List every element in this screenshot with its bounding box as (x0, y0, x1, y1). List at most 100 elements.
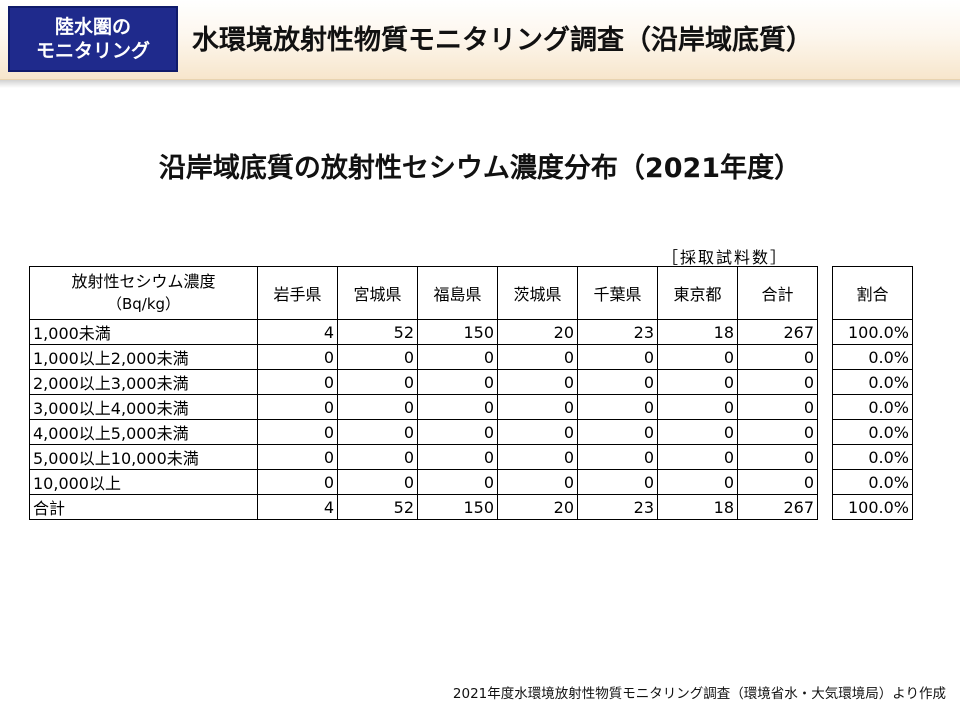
row-label: 5,000以上10,000未満 (29, 444, 258, 470)
table-cell: 0 (257, 344, 338, 370)
table-row: 10,000以上 0 0 0 0 0 0 0 0.0% (29, 469, 913, 495)
badge-line-2: モニタリング (35, 40, 150, 62)
table-cell: 23 (577, 494, 658, 520)
table-cell: 150 (417, 494, 498, 520)
column-header: 茨城県 (497, 266, 578, 320)
table-cell: 0 (337, 444, 418, 470)
column-header: 福島県 (417, 266, 498, 320)
table-cell: 0 (577, 394, 658, 420)
row-label: 2,000以上3,000未満 (29, 369, 258, 395)
row-label: 1,000以上2,000未満 (29, 344, 258, 370)
table-cell: 0 (577, 469, 658, 495)
table-cell: 0 (337, 369, 418, 395)
column-header: 岩手県 (257, 266, 338, 320)
table-cell: 0 (657, 344, 738, 370)
table-cell: 18 (657, 494, 738, 520)
table-cell: 0 (257, 369, 338, 395)
column-gap (817, 319, 833, 345)
table-cell: 0 (577, 444, 658, 470)
row-label: 10,000以上 (29, 469, 258, 495)
table-row: 4,000以上5,000未満 0 0 0 0 0 0 0 0.0% (29, 419, 913, 445)
table-row: 1,000未満 4 52 150 20 23 18 267 100.0% (29, 319, 913, 345)
column-gap (817, 469, 833, 495)
page-title: 沿岸域底質の放射性セシウム濃度分布（2021年度） (158, 153, 802, 184)
column-header-ratio: 割合 (832, 266, 913, 320)
table-cell: 0 (417, 344, 498, 370)
source-footnote: 2021年度水環境放射性物質モニタリング調査（環境省水・大気環境局）より作成 (452, 686, 946, 702)
table-cell: 0 (737, 419, 818, 445)
table-cell: 0 (737, 469, 818, 495)
column-gap (817, 444, 833, 470)
table-cell: 0 (737, 344, 818, 370)
table-cell: 52 (337, 319, 418, 345)
header-concentration: 放射性セシウム濃度 （Bq/kg） (29, 266, 258, 320)
column-gap (817, 344, 833, 370)
table-cell: 267 (737, 494, 818, 520)
column-gap (817, 266, 833, 320)
table-cell: 0 (577, 369, 658, 395)
table-cell: 0 (337, 469, 418, 495)
cesium-distribution-table: 放射性セシウム濃度 （Bq/kg） 岩手県 宮城県 福島県 茨城県 千葉県 東京… (29, 266, 913, 520)
table-cell: 0 (737, 444, 818, 470)
table-cell: 0 (417, 469, 498, 495)
table-body: 1,000未満 4 52 150 20 23 18 267 100.0% 1,000以上2,000… (29, 319, 913, 520)
header-shadow (0, 80, 960, 88)
ratio-cell: 0.0% (832, 444, 913, 470)
header-label-line1: 放射性セシウム濃度 (71, 272, 216, 291)
table-cell: 0 (657, 369, 738, 395)
table-cell: 0 (257, 444, 338, 470)
table-cell: 0 (497, 444, 578, 470)
unit-note: ［採取試料数］ (662, 248, 789, 267)
table-cell: 0 (657, 394, 738, 420)
table-cell: 0 (257, 394, 338, 420)
column-header: 東京都 (657, 266, 738, 320)
ratio-cell: 0.0% (832, 394, 913, 420)
table-cell: 0 (657, 419, 738, 445)
column-gap (817, 494, 833, 520)
section-badge: 陸水圏の モニタリング (8, 6, 178, 72)
header-band: 陸水圏の モニタリング 水環境放射性物質モニタリング調査（沿岸域底質） (0, 0, 960, 80)
table-cell: 0 (417, 394, 498, 420)
table-cell: 0 (417, 419, 498, 445)
table-cell: 0 (337, 344, 418, 370)
ratio-cell: 0.0% (832, 419, 913, 445)
column-gap (817, 394, 833, 420)
table-cell: 0 (497, 369, 578, 395)
table-cell: 0 (337, 419, 418, 445)
row-label: 1,000未満 (29, 319, 258, 345)
table-cell: 0 (497, 344, 578, 370)
table-row: 1,000以上2,000未満 0 0 0 0 0 0 0 0.0% (29, 344, 913, 370)
table-row: 合計 4 52 150 20 23 18 267 100.0% (29, 494, 913, 520)
slide-header-title: 水環境放射性物質モニタリング調査（沿岸域底質） (192, 25, 813, 56)
ratio-cell: 0.0% (832, 369, 913, 395)
row-label: 4,000以上5,000未満 (29, 419, 258, 445)
table-cell: 0 (737, 394, 818, 420)
ratio-cell: 0.0% (832, 344, 913, 370)
table-header-row: 放射性セシウム濃度 （Bq/kg） 岩手県 宮城県 福島県 茨城県 千葉県 東京… (29, 266, 913, 320)
badge-line-1: 陸水圏の (54, 16, 131, 38)
table-cell: 0 (737, 369, 818, 395)
table-cell: 267 (737, 319, 818, 345)
column-header: 宮城県 (337, 266, 418, 320)
table-cell: 4 (257, 494, 338, 520)
table-cell: 52 (337, 494, 418, 520)
table-cell: 0 (657, 444, 738, 470)
table-cell: 4 (257, 319, 338, 345)
table-row: 2,000以上3,000未満 0 0 0 0 0 0 0 0.0% (29, 369, 913, 395)
table-row: 5,000以上10,000未満 0 0 0 0 0 0 0 0.0% (29, 444, 913, 470)
table-cell: 0 (497, 419, 578, 445)
column-header: 合計 (737, 266, 818, 320)
table-cell: 0 (497, 469, 578, 495)
table-cell: 0 (257, 419, 338, 445)
row-label: 3,000以上4,000未満 (29, 394, 258, 420)
table-cell: 0 (337, 394, 418, 420)
ratio-cell: 100.0% (832, 319, 913, 345)
header-label-unit: （Bq/kg） (106, 295, 181, 313)
row-label: 合計 (29, 494, 258, 520)
table-cell: 20 (497, 494, 578, 520)
table-cell: 0 (577, 344, 658, 370)
ratio-cell: 100.0% (832, 494, 913, 520)
table-cell: 18 (657, 319, 738, 345)
table-cell: 0 (257, 469, 338, 495)
table-cell: 23 (577, 319, 658, 345)
